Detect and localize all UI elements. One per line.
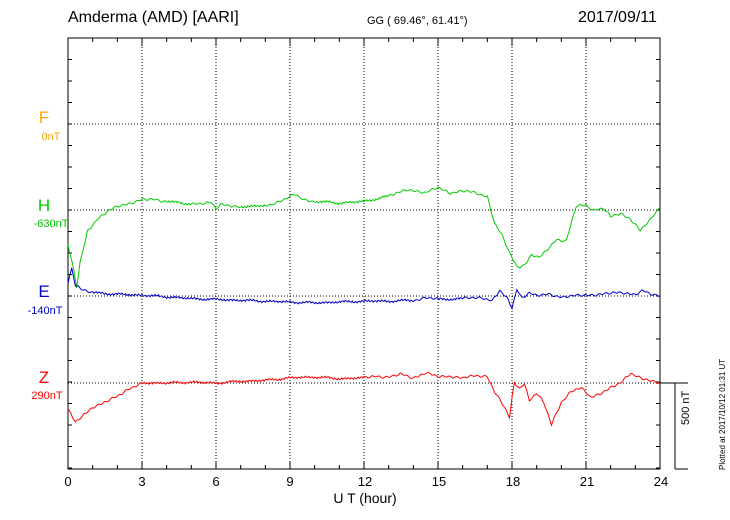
component-h-baseline: -630nT bbox=[33, 218, 69, 230]
component-f-label: F bbox=[38, 108, 50, 127]
plot-date: 2017/09/11 bbox=[578, 9, 657, 26]
x-tick-label: 0 bbox=[64, 474, 72, 489]
series-line-e bbox=[67, 267, 661, 311]
plotted-timestamp: Plotted at 2017/10/12 01:31 UT bbox=[718, 358, 727, 470]
series-line-h bbox=[67, 186, 661, 289]
component-f-baseline: 0nT bbox=[41, 131, 61, 143]
x-tick-label: 3 bbox=[138, 474, 146, 489]
x-tick-label: 9 bbox=[286, 474, 294, 489]
component-z-label: Z bbox=[38, 368, 50, 387]
component-e-label: E bbox=[38, 282, 50, 301]
x-tick-label: 24 bbox=[653, 474, 669, 489]
x-tick-label: 18 bbox=[505, 474, 521, 489]
component-e-baseline: -140nT bbox=[27, 305, 63, 317]
x-tick-label: 21 bbox=[579, 474, 595, 489]
station-coordinates: GG ( 69.46°, 61.41°) bbox=[367, 15, 468, 27]
series-line-z bbox=[67, 371, 661, 427]
component-z-baseline: 290nT bbox=[31, 390, 63, 402]
component-h-label: H bbox=[37, 196, 51, 215]
x-axis-title: U T (hour) bbox=[333, 490, 397, 506]
station-title: Amderma (AMD) [AARI] bbox=[68, 9, 239, 26]
x-tick-label: 12 bbox=[357, 474, 373, 489]
x-tick-label: 6 bbox=[212, 474, 220, 489]
x-tick-label: 15 bbox=[431, 474, 447, 489]
scale-bar-label: 500 nT bbox=[680, 390, 692, 425]
